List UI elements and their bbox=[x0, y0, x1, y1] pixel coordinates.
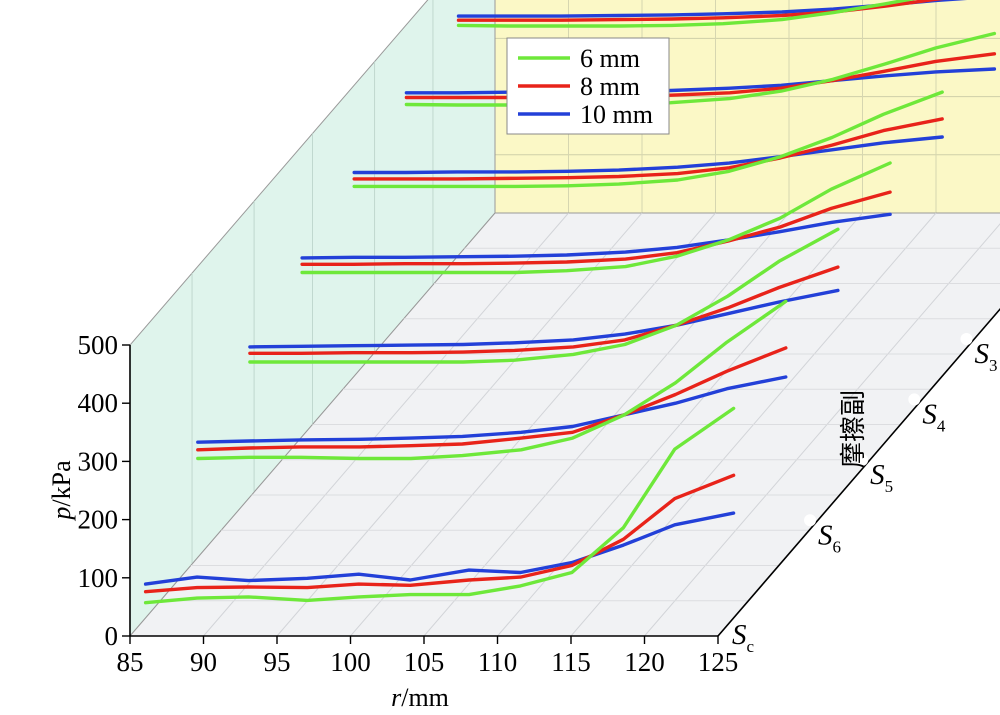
surface-label-letter: S bbox=[922, 398, 937, 430]
x-tick-label: 110 bbox=[478, 647, 518, 677]
series-line-s2-6mm bbox=[404, 31, 997, 107]
series-line-s4-10mm bbox=[300, 212, 892, 260]
series-line-s1-8mm bbox=[456, 0, 945, 22]
series-line-s5-10mm bbox=[248, 288, 840, 349]
x-tick-label: 100 bbox=[330, 647, 371, 677]
x-axis-title-unit: /mm bbox=[401, 683, 449, 712]
y-axis-title-unit: /kPa bbox=[47, 460, 76, 507]
series-line-sc-8mm bbox=[143, 473, 736, 594]
surface-label-s3: S3 bbox=[974, 338, 997, 375]
y-tick-label: 500 bbox=[78, 330, 119, 360]
y-tick-label: 100 bbox=[78, 563, 119, 593]
series-line-s5-6mm bbox=[248, 227, 840, 364]
series-line-s3-6mm bbox=[352, 90, 944, 189]
series-line-s2-8mm bbox=[404, 52, 997, 100]
series-line-s6-10mm bbox=[196, 375, 788, 444]
x-tick-label: 125 bbox=[698, 647, 739, 677]
depth-marker bbox=[804, 514, 817, 527]
series-line-s4-6mm bbox=[300, 161, 892, 275]
depth-marker bbox=[960, 333, 973, 346]
x-tick-label: 115 bbox=[551, 647, 591, 677]
x-tick-label: 95 bbox=[264, 647, 291, 677]
legend-label-6mm: 6 mm bbox=[580, 44, 640, 73]
y-tick-label: 200 bbox=[78, 505, 119, 535]
y-axis-title-var: p bbox=[47, 507, 76, 522]
depth-marker bbox=[856, 453, 869, 466]
surface-label-s5: S5 bbox=[870, 459, 893, 496]
x-tick-label: 85 bbox=[117, 647, 144, 677]
depth-marker bbox=[908, 393, 921, 406]
z-axis-title: 摩擦副 bbox=[839, 390, 869, 468]
legend-label-10mm: 10 mm bbox=[580, 100, 653, 129]
surface-label-letter: S bbox=[974, 338, 989, 370]
surface-label-sc: Sc bbox=[732, 619, 755, 656]
axes: 0 100 200 300 400 500 85 90 95 100 105 110 115 120 125… bbox=[78, 307, 1000, 677]
surface-label-s4: S4 bbox=[922, 398, 946, 435]
surface-label-letter: S bbox=[818, 519, 833, 551]
depth-axis-line bbox=[717, 307, 1000, 637]
y-tick-label: 300 bbox=[78, 446, 119, 476]
x-tick-label: 90 bbox=[190, 647, 217, 677]
surface-label-s6: S6 bbox=[818, 519, 841, 556]
y-tick-label: 400 bbox=[78, 388, 119, 418]
series-line-s5-8mm bbox=[248, 265, 840, 355]
series-line-s1-10mm bbox=[456, 0, 968, 18]
series-line-s3-10mm bbox=[352, 135, 944, 175]
surface-label-subscript: 3 bbox=[989, 356, 998, 375]
series-line-sc-6mm bbox=[143, 406, 736, 605]
series-lines bbox=[143, 0, 997, 605]
series-line-s2-10mm bbox=[404, 67, 997, 95]
x-axis-title: r/mm bbox=[391, 683, 449, 712]
surface-label-subscript: 6 bbox=[833, 537, 842, 556]
series-line-s6-6mm bbox=[196, 299, 788, 461]
y-axis-title: p/kPa bbox=[47, 460, 76, 522]
surface-label-subscript: 5 bbox=[885, 477, 894, 496]
series-line-s4-8mm bbox=[300, 190, 892, 266]
x-tick-label: 120 bbox=[624, 647, 665, 677]
series-line-sc-10mm bbox=[143, 511, 736, 586]
surface-label-letter: S bbox=[870, 459, 885, 491]
legend-label-8mm: 8 mm bbox=[580, 72, 640, 101]
series-line-s1-6mm bbox=[456, 0, 916, 28]
series-line-s3-8mm bbox=[352, 117, 944, 181]
surface-label-letter: S bbox=[732, 619, 747, 651]
axis-labels: r/mm p/kPa 摩擦副 bbox=[47, 390, 869, 712]
surface-label-subscript: c bbox=[747, 637, 755, 656]
x-axis-title-var: r bbox=[391, 683, 402, 712]
x-tick-label: 105 bbox=[404, 647, 445, 677]
surface-label-subscript: 4 bbox=[937, 416, 946, 435]
series-line-s6-8mm bbox=[196, 346, 788, 452]
y-tick-label: 0 bbox=[105, 621, 119, 651]
